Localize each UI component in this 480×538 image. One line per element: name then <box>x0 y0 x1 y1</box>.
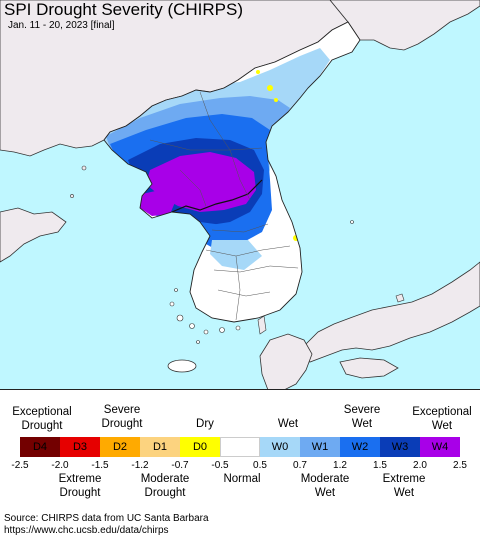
legend-box-w0: W0 <box>260 437 300 457</box>
source-credit: Source: CHIRPS data from UC Santa Barbar… <box>4 513 209 537</box>
legend-box-w3: W3 <box>380 437 420 457</box>
legend-tick: 2.0 <box>413 460 427 471</box>
ulleung-island <box>350 220 354 224</box>
legend-tick: -0.7 <box>171 460 189 471</box>
legend-label-text: Moderate Drought <box>140 473 190 499</box>
d0-spot <box>267 85 273 91</box>
legend-label-text: Extreme Wet <box>382 473 426 499</box>
map-title: SPI Drought Severity (CHIRPS) <box>4 0 244 19</box>
legend-tick: -2.5 <box>11 460 29 471</box>
map-subtitle: Jan. 11 - 20, 2023 [final] <box>8 20 115 31</box>
legend-label-text: Exceptional Wet <box>412 406 472 432</box>
legend-label-exceptional-wet: Exceptional Wet <box>404 405 480 433</box>
legend-label-extreme-drought: Extreme Drought <box>50 472 110 500</box>
legend-box-d0: D0 <box>180 437 220 457</box>
legend-label-extreme-wet: Extreme Wet <box>372 472 436 500</box>
legend-box-d2: D2 <box>100 437 140 457</box>
legend-label-severe-drought: Severe Drought <box>92 403 152 431</box>
legend-box-d1: D1 <box>140 437 180 457</box>
legend-label-text: Normal <box>223 473 261 485</box>
legend-tick: 0.7 <box>293 460 307 471</box>
legend-tick: 1.2 <box>333 460 347 471</box>
d0-spot <box>274 98 278 102</box>
legend-label-text: Extreme Drought <box>58 473 102 499</box>
legend-label-dry: Dry <box>185 417 225 431</box>
legend-tick: -1.2 <box>131 460 149 471</box>
province-boundaries <box>149 91 299 321</box>
w4-region <box>146 152 256 212</box>
shandong-land <box>0 207 67 263</box>
island <box>70 194 74 198</box>
legend-tick: -1.5 <box>91 460 109 471</box>
w4-region-west <box>140 190 176 216</box>
korea-coastline <box>103 21 361 323</box>
japan-kyushu <box>259 333 313 390</box>
legend-tick: 1.5 <box>373 460 387 471</box>
oki-island <box>395 293 405 303</box>
legend-box-w1: W1 <box>300 437 340 457</box>
legend-box-w4: W4 <box>420 437 460 457</box>
legend-label-text: Wet <box>277 418 299 430</box>
dmz-border <box>171 179 263 213</box>
legend-box-w2: W2 <box>340 437 380 457</box>
legend-label-wet: Wet <box>268 417 308 431</box>
legend-label-text: Severe Wet <box>343 404 381 430</box>
legend-label-text: Moderate Wet <box>300 473 350 499</box>
legend-tick: -2.0 <box>51 460 69 471</box>
legend-tick: 0.5 <box>253 460 267 471</box>
legend-box-d3: D3 <box>60 437 100 457</box>
legend-tick: 2.5 <box>453 460 467 471</box>
legend-tick: -0.5 <box>211 460 229 471</box>
tsushima-island <box>257 315 267 335</box>
w0-region-south <box>210 240 262 270</box>
legend-box-normal <box>220 437 260 457</box>
japan-shikoku <box>339 357 399 379</box>
legend-label-moderate-wet: Moderate Wet <box>290 472 360 500</box>
legend-label-text: Severe Drought <box>101 404 143 430</box>
island <box>81 165 87 171</box>
source-line-2: https://www.chc.ucsb.edu/data/chirps <box>4 525 169 536</box>
jeju-island <box>167 359 197 373</box>
d0-spot <box>256 70 260 74</box>
source-line-1: Source: CHIRPS data from UC Santa Barbar… <box>4 513 209 524</box>
drought-map <box>0 0 480 390</box>
south-coast-islands <box>169 288 241 344</box>
legend-label-text: Exceptional Drought <box>12 406 72 432</box>
legend-label-severe-wet: Severe Wet <box>332 403 392 431</box>
legend-label-normal: Normal <box>212 472 272 486</box>
legend-label-exceptional-drought: Exceptional Drought <box>4 405 80 433</box>
legend-label-text: Dry <box>196 418 214 430</box>
legend-box-d4: D4 <box>20 437 60 457</box>
map-bottom-border <box>0 389 480 390</box>
legend-label-moderate-drought: Moderate Drought <box>130 472 200 500</box>
